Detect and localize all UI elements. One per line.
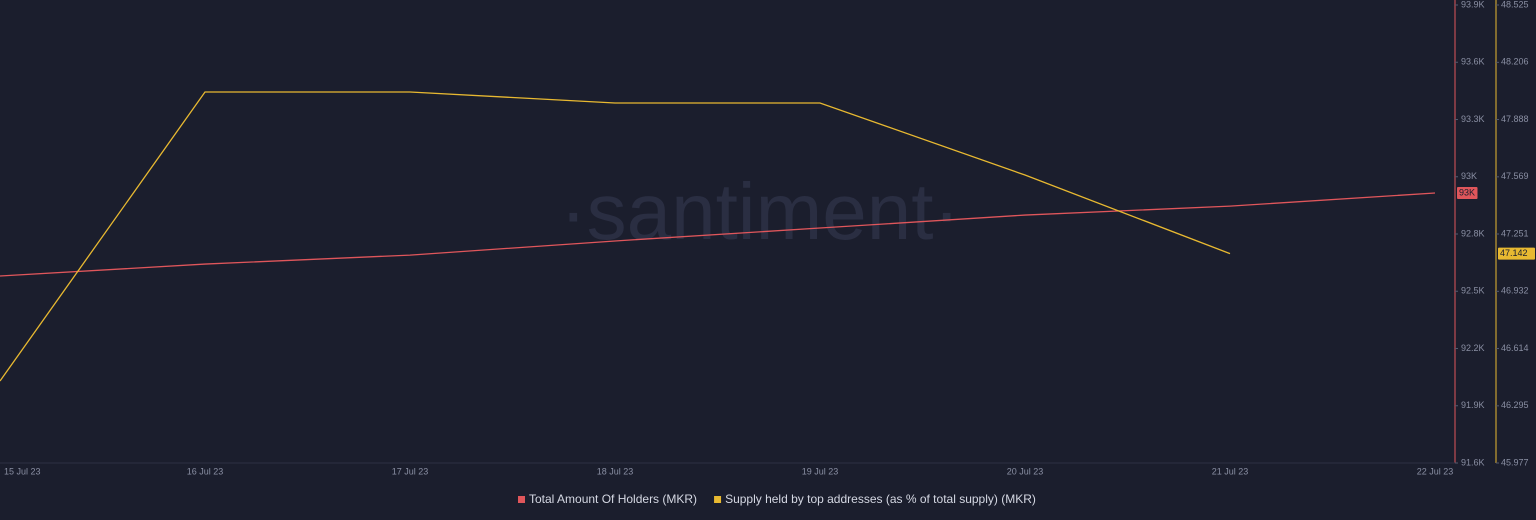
legend-label: Total Amount Of Holders (MKR)	[529, 492, 697, 506]
y-tick-label: 92.8K	[1461, 228, 1485, 238]
x-tick-label: 18 Jul 23	[597, 466, 634, 476]
legend-swatch	[518, 496, 525, 503]
y2-tick-label: 47.888	[1501, 114, 1529, 124]
y2-tick-label: 46.614	[1501, 343, 1529, 353]
x-tick-label: 19 Jul 23	[802, 466, 839, 476]
x-tick-label: 21 Jul 23	[1212, 466, 1249, 476]
value-label-bg	[1457, 186, 1478, 199]
value-label-bg	[1498, 247, 1535, 260]
y2-tick-label: 45.977	[1501, 457, 1529, 467]
series-line	[0, 192, 1436, 277]
y-tick-label: 93.3K	[1461, 114, 1485, 124]
legend-swatch	[714, 496, 722, 503]
x-tick-label: 16 Jul 23	[187, 466, 224, 476]
x-tick-label: 22 Jul 23	[1417, 466, 1454, 476]
x-tick-label: 20 Jul 23	[1007, 466, 1044, 476]
legend-label: Supply held by top addresses (as % of to…	[725, 492, 1036, 506]
y-tick-label: 91.9K	[1461, 400, 1485, 410]
x-tick-label: 17 Jul 23	[392, 466, 429, 476]
series-line	[0, 91, 1231, 382]
y2-tick-label: 48.206	[1501, 57, 1529, 67]
y-tick-label: 92.5K	[1461, 286, 1485, 296]
value-label: 93K	[1459, 187, 1475, 197]
y-tick-label: 93K	[1461, 171, 1477, 181]
watermark: ·santiment·	[560, 167, 960, 256]
value-label: 47.142	[1500, 248, 1528, 258]
y-tick-label: 93.6K	[1461, 57, 1485, 67]
y2-tick-label: 47.569	[1501, 171, 1529, 181]
y2-tick-label: 48.525	[1501, 0, 1529, 9]
y-tick-label: 92.2K	[1461, 343, 1485, 353]
y2-tick-label: 47.251	[1501, 228, 1529, 238]
y2-tick-label: 46.295	[1501, 400, 1529, 410]
y-tick-label: 91.6K	[1461, 457, 1485, 467]
x-tick-label: 15 Jul 23	[4, 466, 41, 476]
y2-tick-label: 46.932	[1501, 286, 1529, 296]
y-tick-label: 93.9K	[1461, 0, 1485, 9]
